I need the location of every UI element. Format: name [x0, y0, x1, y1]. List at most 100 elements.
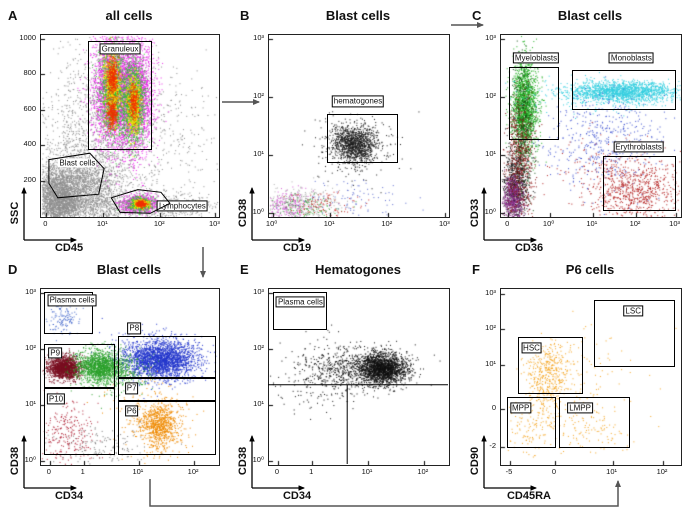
y-tick-label: 10³: [25, 286, 36, 296]
panel-letter-b: B: [240, 8, 250, 23]
gate-label-p9: P9: [48, 347, 63, 359]
y-tick-label: 10¹: [25, 399, 36, 409]
x-tick-label: 10¹: [323, 219, 335, 228]
x-tick-label: 0: [505, 219, 510, 228]
x-tick-label: 10³: [438, 219, 450, 228]
gate-label-mpp: MPP: [510, 402, 532, 414]
scatter-plot-c: [500, 34, 682, 218]
x-tick-label: 0: [274, 467, 280, 476]
y-tick-label: 10³: [485, 288, 496, 298]
y-tick-label: 10²: [253, 90, 264, 100]
y-tick-label: 10¹: [253, 149, 264, 159]
gate-p8: [118, 335, 217, 378]
gate-monoblasts: [572, 70, 677, 111]
y-tick-label: 10¹: [253, 399, 264, 409]
x-tick-label: 10⁰: [542, 219, 555, 228]
x-tick-label: 10¹: [606, 467, 618, 476]
x-tick-label: 10²: [153, 219, 165, 228]
gate-granuleux: [88, 41, 153, 151]
x-tick-label: -5: [505, 467, 513, 476]
panel-letter-c: C: [472, 8, 482, 23]
x-tick-label: 10²: [656, 467, 668, 476]
gate-plasma-cells: [273, 291, 328, 331]
panel-title-c: Blast cells: [557, 8, 623, 23]
y-tick-label: 10³: [253, 286, 264, 296]
gate-label-plasma-cells: Plasma cells: [275, 296, 325, 308]
gate-erythroblasts: [602, 155, 677, 211]
gate-label-hematogones: hematogones: [331, 95, 385, 107]
gate-label-lmpp: LMPP: [567, 402, 593, 414]
gate-label-p7: P7: [124, 382, 139, 394]
y-tick-label: -2: [489, 441, 496, 451]
x-tick-label: 1: [80, 467, 85, 476]
panel-letter-a: A: [8, 8, 18, 23]
y-tick-label: 10⁰: [252, 455, 264, 465]
gate-label-blast-cells: Blast cells: [58, 158, 97, 168]
gate-label-erythroblasts: Erythroblasts: [613, 141, 664, 153]
x-tick-label: 10²: [417, 467, 429, 476]
gate-lsc: [593, 300, 675, 368]
y-tick-label: 600: [23, 103, 36, 113]
y-tick-label: 800: [23, 68, 36, 78]
x-tick-label: 0: [551, 467, 557, 476]
x-tick-label: 1: [309, 467, 314, 476]
x-tick-label: 10³: [669, 219, 681, 228]
y-axis-label-c: CD33: [469, 198, 481, 228]
x-tick-label: 10⁰: [265, 219, 278, 228]
panel-title-f: P6 cells: [565, 262, 615, 277]
gate-label-granuleux: Granuleux: [99, 42, 141, 55]
y-axis-label-f: CD90: [469, 446, 481, 476]
gate-plasma-cells: [43, 291, 94, 334]
x-axis-label-f: CD45RA: [506, 490, 552, 502]
gate-p10: [43, 388, 115, 456]
gate-mpp: [507, 397, 556, 449]
panel-title-a: all cells: [105, 8, 153, 23]
y-axis-label-d: CD38: [9, 446, 21, 476]
y-tick-label: 10³: [485, 32, 496, 42]
y-tick-label: 10²: [253, 342, 264, 352]
x-axis-label-e: CD34: [282, 490, 312, 502]
panel-letter-e: E: [240, 262, 249, 277]
y-tick-label: 1000: [19, 32, 36, 42]
x-tick-label: 10²: [381, 219, 393, 228]
x-tick-label: 10¹: [586, 219, 598, 228]
y-axis-label-e: CD38: [237, 446, 249, 476]
scatter-plot-b: [268, 34, 450, 218]
y-tick-label: 0: [491, 402, 496, 412]
x-axis-label-c: CD36: [514, 242, 544, 254]
x-tick-label: 10²: [629, 219, 641, 228]
x-axis-label-d: CD34: [54, 490, 84, 502]
gate-p6: [118, 400, 217, 456]
y-tick-label: 400: [23, 139, 36, 149]
y-tick-label: 10¹: [485, 149, 496, 159]
gate-label-p10: P10: [46, 393, 66, 405]
x-tick-label: 10¹: [96, 219, 108, 228]
gate-lmpp: [559, 397, 630, 449]
y-tick-label: 10⁰: [252, 207, 264, 217]
panel-letter-f: F: [472, 262, 480, 277]
y-axis-label-b: CD38: [237, 198, 249, 228]
x-axis-label-a: CD45: [54, 242, 84, 254]
gate-p9: [43, 344, 115, 389]
x-tick-label: 10¹: [132, 467, 144, 476]
x-tick-label: 10³: [209, 219, 220, 228]
y-tick-label: 10²: [485, 90, 496, 100]
y-tick-label: 10¹: [485, 358, 496, 368]
gate-label-lsc: LSC: [623, 305, 643, 317]
gate-label-myeloblasts: Myeloblasts: [512, 52, 560, 64]
y-tick-label: 10²: [485, 323, 496, 333]
gate-label-monoblasts: Monoblasts: [608, 52, 654, 64]
panel-title-d: Blast cells: [96, 262, 162, 277]
y-tick-label: 200: [23, 174, 36, 184]
y-tick-label: 10⁰: [484, 207, 496, 217]
x-axis-label-b: CD19: [282, 242, 312, 254]
x-tick-label: 10²: [187, 467, 199, 476]
panel-title-b: Blast cells: [325, 8, 391, 23]
gate-label-p6: P6: [124, 405, 139, 417]
x-tick-label: 0: [43, 219, 48, 228]
x-tick-label: 10¹: [361, 467, 373, 476]
gate-hematogones: [327, 114, 398, 164]
gate-label-lymphocytes: Lymphocytes: [156, 200, 208, 212]
gate-label-p8: P8: [127, 322, 142, 335]
